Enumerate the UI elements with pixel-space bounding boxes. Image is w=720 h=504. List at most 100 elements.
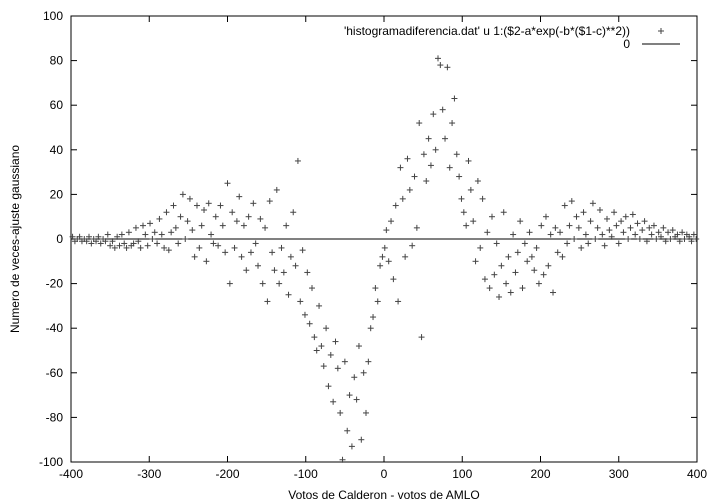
data-point bbox=[688, 238, 695, 245]
data-point bbox=[240, 222, 247, 229]
data-point bbox=[505, 253, 512, 260]
data-point bbox=[427, 162, 434, 169]
data-point bbox=[175, 240, 182, 247]
data-point bbox=[351, 374, 358, 381]
data-point bbox=[198, 222, 205, 229]
data-point bbox=[123, 244, 130, 251]
data-point bbox=[83, 238, 90, 245]
data-point bbox=[458, 195, 465, 202]
data-point bbox=[271, 267, 278, 274]
x-tick-label: 200 bbox=[530, 467, 550, 481]
data-point bbox=[620, 229, 627, 236]
data-point bbox=[500, 209, 507, 216]
data-point bbox=[372, 285, 379, 292]
data-point bbox=[519, 285, 526, 292]
data-point bbox=[316, 302, 323, 309]
data-point bbox=[332, 338, 339, 345]
data-point bbox=[470, 218, 477, 225]
y-tick-label: -80 bbox=[46, 410, 64, 424]
data-point bbox=[264, 298, 271, 305]
data-point bbox=[481, 276, 488, 283]
data-point bbox=[587, 218, 594, 225]
data-point bbox=[613, 222, 620, 229]
data-point bbox=[491, 271, 498, 278]
data-point bbox=[402, 253, 409, 260]
data-point bbox=[451, 95, 458, 102]
data-point bbox=[320, 363, 327, 370]
data-point bbox=[460, 209, 467, 216]
data-point bbox=[177, 213, 184, 220]
data-point bbox=[69, 233, 76, 240]
data-point bbox=[690, 231, 697, 238]
data-point bbox=[486, 285, 493, 292]
data-point bbox=[535, 280, 542, 287]
data-point bbox=[245, 213, 252, 220]
data-point bbox=[594, 224, 601, 231]
axis-ticks bbox=[70, 15, 698, 463]
data-point bbox=[413, 224, 420, 231]
y-tick-label: 40 bbox=[50, 143, 64, 157]
data-point bbox=[172, 224, 179, 231]
data-point bbox=[611, 209, 618, 216]
data-point bbox=[109, 238, 116, 245]
data-point bbox=[632, 231, 639, 238]
data-point bbox=[622, 213, 629, 220]
data-point bbox=[330, 398, 337, 405]
data-point bbox=[137, 244, 144, 251]
data-point bbox=[135, 238, 142, 245]
data-point bbox=[238, 253, 245, 260]
data-point bbox=[257, 215, 264, 222]
data-point bbox=[139, 222, 146, 229]
data-point bbox=[193, 202, 200, 209]
data-point bbox=[636, 236, 643, 242]
x-tick-label: 100 bbox=[452, 467, 472, 481]
data-point bbox=[618, 218, 625, 225]
data-point bbox=[639, 227, 646, 234]
data-point bbox=[446, 164, 453, 171]
data-point bbox=[592, 236, 599, 242]
data-point bbox=[634, 220, 641, 227]
y-tick-label: -60 bbox=[46, 366, 64, 380]
data-point bbox=[575, 224, 582, 231]
data-point bbox=[538, 222, 545, 229]
data-point bbox=[510, 231, 517, 238]
legend-marker-plus bbox=[658, 28, 664, 34]
data-point bbox=[255, 262, 262, 269]
data-point bbox=[304, 269, 311, 276]
data-point bbox=[276, 280, 283, 287]
data-point bbox=[111, 244, 118, 251]
data-point bbox=[550, 289, 557, 296]
data-point bbox=[292, 262, 299, 269]
data-point bbox=[528, 253, 535, 260]
data-point bbox=[125, 229, 132, 236]
data-point bbox=[463, 222, 470, 229]
data-point bbox=[158, 231, 165, 238]
data-point bbox=[269, 249, 276, 256]
data-point bbox=[449, 120, 456, 127]
data-point bbox=[547, 231, 554, 238]
data-point bbox=[669, 227, 676, 234]
data-point bbox=[568, 198, 575, 205]
data-point bbox=[311, 334, 318, 341]
data-point bbox=[388, 218, 395, 225]
data-point bbox=[420, 151, 427, 158]
data-point bbox=[88, 240, 95, 247]
data-point bbox=[395, 298, 402, 305]
y-tick-label: 20 bbox=[50, 187, 64, 201]
data-point bbox=[648, 231, 655, 238]
data-point bbox=[252, 240, 259, 247]
data-point bbox=[165, 247, 172, 254]
data-point bbox=[507, 289, 514, 296]
data-point bbox=[229, 209, 236, 216]
data-point bbox=[196, 244, 203, 251]
data-point bbox=[121, 240, 128, 247]
data-point bbox=[477, 244, 484, 251]
data-point bbox=[208, 231, 215, 238]
data-point bbox=[325, 383, 332, 390]
y-tick-label: -20 bbox=[46, 277, 64, 291]
data-point bbox=[182, 236, 189, 242]
data-point bbox=[653, 236, 660, 242]
data-point bbox=[423, 178, 430, 185]
data-point bbox=[323, 325, 330, 332]
data-point bbox=[154, 240, 161, 247]
